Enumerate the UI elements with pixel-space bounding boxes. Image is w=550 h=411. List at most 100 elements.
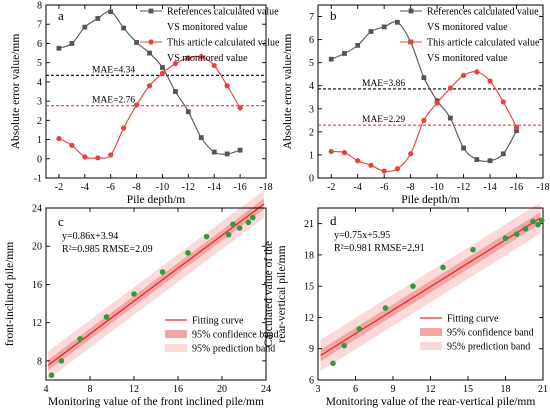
y-tick-label: 2 [37,116,42,127]
y-axis-title-line1: Calculated value of the [263,241,275,347]
data-point-circle [355,158,361,164]
data-point-circle [133,102,140,108]
y-tick-label: 7 [37,20,42,31]
data-point-square [108,9,114,15]
data-point-circle [487,78,493,84]
data-point [131,291,137,297]
y-tick-label: -1 [34,174,42,185]
y-tick-label: 15 [304,282,314,293]
panel-label: a [58,8,64,23]
y-tick-label: 8 [37,1,42,12]
data-point-square [395,19,400,25]
data-point [502,235,509,242]
x-tick-label: 12 [426,384,436,395]
legend-text-line1: References calculated value [167,7,279,18]
data-point [58,358,65,364]
x-tick-label: -6 [380,182,388,193]
data-point-square [160,65,165,70]
plot-frame [317,207,544,381]
data-point-circle [500,99,506,105]
x-tick-label: 8 [88,384,93,395]
legend-swatch-prediction [165,344,187,352]
panel-d-data: d y=0.75x+5.95 R²=0.981 RMSE=2.91 Fitting c… [330,213,545,367]
y-axis-title-line2: rear-vertical pile/mm [276,245,288,342]
fit-stats: R²=0.985 RMSE=2.09 [62,244,153,255]
fitting-line [47,203,265,366]
x-tick-label: 4 [44,384,49,395]
x-tick-label: 18 [501,384,511,395]
data-point-square [514,128,519,134]
data-point [356,326,363,332]
x-tick-label: -10 [156,182,169,193]
y-axis-title-line1: Calculated value of the [0,241,3,347]
data-point-square [474,157,480,162]
legend-text: 95% prediction band [447,342,530,353]
data-point-circle [224,83,230,89]
data-point-square [82,24,88,30]
legend-text-line1: This article calculated value [427,38,540,49]
data-point-square [121,25,127,31]
data-point [538,217,545,224]
data-point-circle [121,125,127,131]
data-point-square [342,51,347,56]
fit-stats: R²=0.981 RMSE=2.91 [334,243,425,254]
data-point-circle [394,166,401,172]
data-point-square [185,109,191,115]
data-point-square [381,24,387,30]
legend-text-line2: VS monitored value [167,53,248,64]
data-point [77,336,83,342]
y-tick-label: 2 [309,127,314,138]
x-tick-label: -2 [55,182,63,193]
y-tick-label: 24 [32,204,42,215]
y-tick-label: 12 [32,318,42,329]
data-point-circle [237,105,243,111]
legend-marker [408,8,414,14]
panel-c-bands [47,190,265,380]
series-line-2 [58,55,241,159]
x-tick-label: -12 [182,182,195,193]
y-tick-label: 6 [309,376,314,387]
legend-text-line2: VS monitored value [167,22,248,33]
data-point-circle [172,61,179,67]
fit-equation: y=0.86x+3.94 [62,231,118,242]
panel-b-data: MAE=3.86 MAE=2.29 References calculated va… [318,7,543,174]
data-point [236,225,243,231]
y-tick-label: 16 [32,280,42,291]
y-tick-label: 1 [37,135,42,146]
x-tick-label: 15 [463,384,473,395]
data-point-circle [95,155,101,161]
plot-frame [45,207,267,381]
y-tick-label: 0 [37,154,42,165]
data-point-circle [69,142,75,148]
data-point-circle [341,150,348,156]
y-axis-title-line2: front-inclined pile/mm [4,242,16,346]
x-axis-title: Monitoring value of the front inclined p… [48,396,264,408]
data-point-square [447,115,453,121]
legend-swatch-confidence [420,328,442,336]
data-point-square [421,75,427,81]
data-point-square [461,145,466,151]
y-tick-label: 5 [309,58,314,69]
y-tick-label: 9 [309,344,314,355]
data-point-circle [513,124,520,130]
x-tick-label: 24 [261,384,271,395]
data-point-square [69,41,75,46]
data-point-circle [421,117,427,123]
legend-text-line1: References calculated value [427,7,539,18]
x-tick-label: -8 [406,182,414,193]
plot-frame [317,4,544,179]
y-tick-label: 3 [309,104,314,115]
panel-d-bands [320,202,541,372]
data-point-square [147,50,152,56]
fitting-line [320,217,541,357]
data-point [535,221,541,228]
data-point-square [224,151,230,157]
data-point-circle [460,72,467,78]
x-tick-label: -4 [81,182,89,193]
legend-marker [148,8,154,14]
data-point [470,246,476,253]
data-point-circle [146,83,153,89]
data-point-square [198,135,204,141]
